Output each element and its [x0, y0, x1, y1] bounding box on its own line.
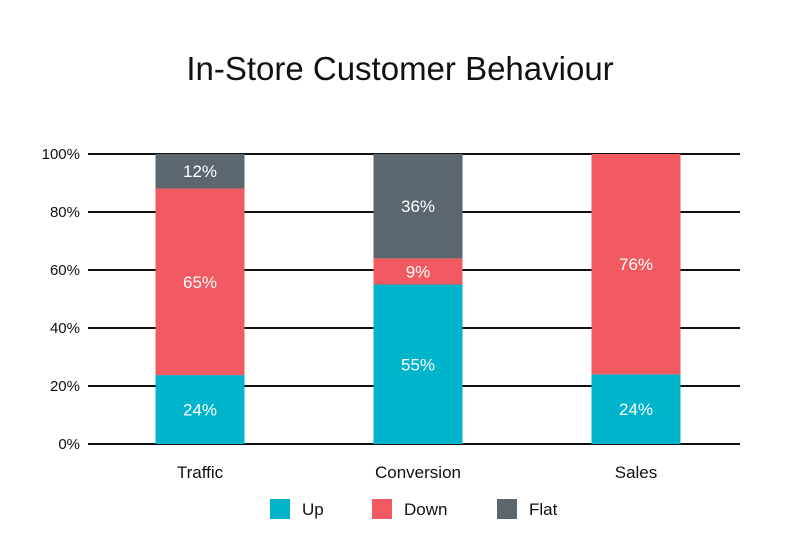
- y-tick-label: 20%: [50, 378, 80, 395]
- data-label: 36%: [401, 197, 435, 216]
- x-tick-label: Sales: [615, 463, 658, 482]
- legend-label: Down: [404, 500, 447, 519]
- legend-swatch-flat: [497, 499, 517, 519]
- bar-segment-up: [155, 375, 245, 444]
- chart-title: In-Store Customer Behaviour: [186, 50, 613, 87]
- y-tick-label: 80%: [50, 204, 80, 221]
- legend-label: Flat: [529, 500, 558, 519]
- x-tick-label: Traffic: [177, 463, 224, 482]
- bar-segment-flat: [155, 154, 245, 189]
- bar-segment-up: [373, 284, 463, 444]
- legend-swatch-down: [372, 499, 392, 519]
- y-tick-label: 100%: [42, 146, 80, 163]
- data-label: 65%: [183, 273, 217, 292]
- data-label: 24%: [183, 401, 217, 420]
- bar-segment-down: [155, 188, 245, 376]
- data-label: 24%: [619, 400, 653, 419]
- data-label: 76%: [619, 255, 653, 274]
- data-label: 12%: [183, 162, 217, 181]
- data-label: 55%: [401, 355, 435, 374]
- bar-segment-up: [591, 374, 681, 444]
- y-tick-label: 0%: [58, 436, 80, 453]
- bar-segment-down: [591, 154, 681, 375]
- data-label: 9%: [406, 262, 431, 281]
- legend-label: Up: [302, 500, 324, 519]
- bar-segment-flat: [373, 154, 463, 259]
- y-tick-label: 40%: [50, 320, 80, 337]
- legend-swatch-up: [270, 499, 290, 519]
- y-tick-label: 60%: [50, 262, 80, 279]
- bar-segment-down: [373, 258, 463, 285]
- x-tick-label: Conversion: [375, 463, 461, 482]
